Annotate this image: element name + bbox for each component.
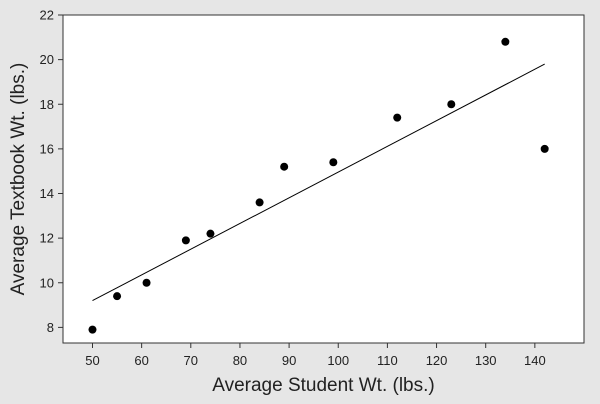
y-tick-label: 18	[40, 97, 54, 112]
x-axis: 50 60 70 80 90 100 110 120 130 140	[85, 343, 546, 368]
y-axis: 8 10 12 14 16 18 20 22	[40, 8, 63, 335]
data-point	[255, 198, 264, 207]
x-tick-label: 50	[85, 353, 99, 368]
y-tick-label: 14	[40, 186, 54, 201]
data-point	[393, 113, 402, 122]
data-points	[88, 37, 549, 334]
y-tick-label: 12	[40, 231, 54, 246]
data-point	[501, 37, 510, 46]
plot-area	[62, 14, 585, 344]
x-tick-label: 140	[524, 353, 546, 368]
y-tick-label: 20	[40, 52, 54, 67]
data-point	[88, 325, 97, 334]
y-tick-label: 22	[40, 8, 54, 23]
y-tick-label: 10	[40, 275, 54, 290]
x-tick-label: 100	[327, 353, 349, 368]
x-tick-label: 90	[282, 353, 296, 368]
data-point	[206, 229, 215, 238]
y-tick-label: 8	[47, 320, 54, 335]
data-point	[280, 162, 289, 171]
y-axis-label: Average Textbook Wt. (lbs.)	[8, 63, 29, 296]
x-tick-label: 80	[233, 353, 247, 368]
x-tick-label: 120	[426, 353, 448, 368]
data-point	[181, 236, 190, 245]
regression-line	[92, 63, 545, 302]
x-tick-label: 60	[134, 353, 148, 368]
x-tick-label: 110	[377, 353, 398, 368]
x-axis-label: Average Student Wt. (lbs.)	[212, 375, 434, 396]
x-tick-label: 130	[475, 353, 497, 368]
data-point	[329, 158, 338, 167]
y-tick-label: 16	[40, 141, 54, 156]
x-tick-label: 70	[184, 353, 198, 368]
data-point	[142, 278, 151, 287]
data-point	[113, 292, 122, 301]
data-point	[540, 144, 549, 153]
data-point	[447, 100, 456, 109]
